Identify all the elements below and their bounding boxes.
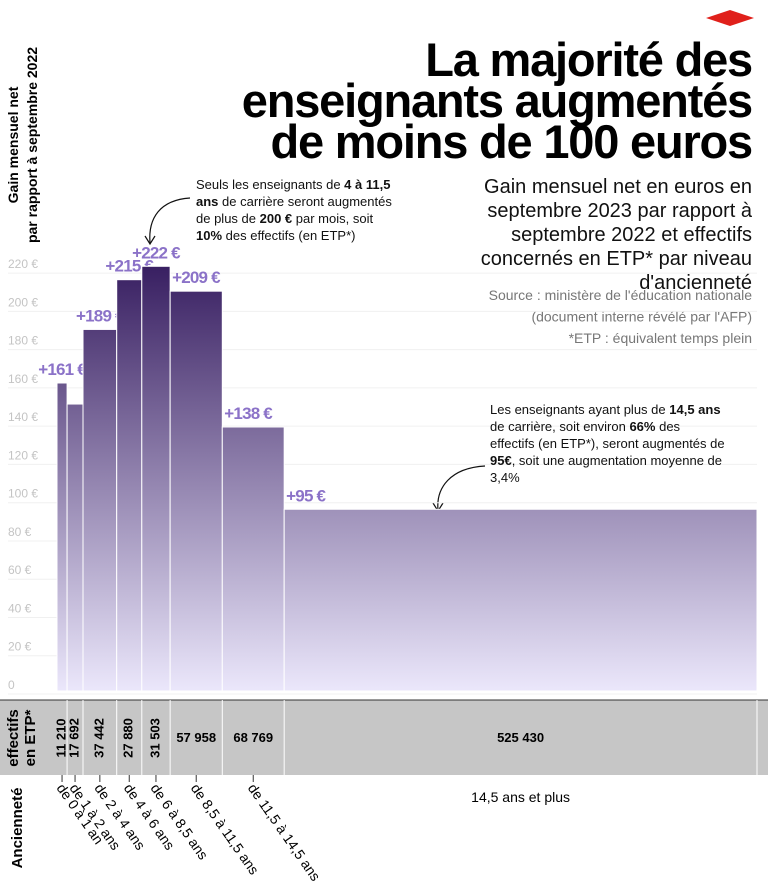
annotation-text: 14,5 ans [669, 402, 721, 417]
subtitle: septembre 2023 par rapport à [487, 200, 752, 222]
subtitle: Gain mensuel net en euros en [484, 176, 752, 198]
annotation-text: des effectifs (en ETP*) [222, 228, 356, 243]
width-label: 37 442 [91, 718, 106, 758]
value-label: +161 € [38, 360, 87, 379]
annotation-text: Seuls les enseignants de [196, 177, 345, 192]
bar [82, 328, 118, 692]
arrow [437, 465, 486, 511]
value-label: +222 € [132, 243, 181, 262]
annotation-text: 4 à 11,5 ans [196, 177, 391, 209]
bar [116, 279, 143, 692]
annotation-text: par mois, soit [292, 211, 374, 226]
y-tick-label: 100 € [8, 487, 38, 501]
bar [141, 265, 171, 692]
source: (document interne révélé par l'AFP) [531, 309, 752, 325]
annotation-text: 200 € [259, 211, 293, 226]
width-label: 11 210 [53, 718, 68, 757]
annotation: Seuls les enseignants de 4 à 11,5 ans de… [196, 176, 401, 244]
annotation-text: Les enseignants ayant plus de [490, 402, 670, 417]
subtitle: concernés en ETP* par niveau [481, 248, 752, 270]
width-axis-label: en ETP* [22, 709, 39, 766]
y-tick-label: 220 € [8, 257, 38, 271]
y-tick-label: 120 € [8, 448, 38, 462]
width-label: 57 958 [176, 730, 216, 745]
width-band [0, 700, 768, 775]
chart-title: enseignants augmentés [242, 74, 752, 127]
annotation-text: 10% [196, 228, 223, 243]
width-label: 27 880 [121, 718, 136, 758]
annotation-text: 66% [629, 419, 656, 434]
x-tick-label: 14,5 ans et plus [471, 789, 570, 805]
x-axis-label: Ancienneté [9, 788, 26, 869]
arrow [149, 197, 191, 244]
logo [706, 10, 754, 26]
source: *ETP : équivalent temps plein [569, 330, 752, 346]
annotation-text: de carrière, soit environ [490, 419, 630, 434]
subtitle: d'ancienneté [639, 272, 752, 294]
annotation-text: 95€ [490, 453, 512, 468]
width-axis-label: effectifs [5, 709, 22, 767]
width-label: 17 692 [66, 718, 81, 758]
y-axis-label: par rapport à septembre 2022 [24, 47, 40, 243]
bar [56, 382, 68, 692]
y-tick-label: 200 € [8, 295, 38, 309]
width-label: 525 430 [497, 730, 544, 745]
annotation-text: des effectifs (en ETP*), seront augmenté… [490, 419, 725, 451]
value-label: +138 € [224, 404, 273, 423]
value-label: +209 € [172, 268, 221, 287]
width-label: 31 503 [147, 718, 162, 758]
y-tick-label: 160 € [8, 372, 38, 386]
source: Source : ministère de l'éducation nation… [489, 287, 753, 303]
y-tick-label: 20 € [8, 640, 32, 654]
bar [283, 508, 758, 692]
value-label: +189 € [76, 306, 125, 325]
bar [66, 403, 84, 692]
bar [221, 426, 285, 692]
chart-title: La majorité des [425, 33, 752, 86]
y-tick-label: 0 [8, 678, 15, 692]
chart-title: de moins de 100 euros [270, 115, 752, 168]
annotation-text: de carrière seront augmentés de plus de [196, 194, 392, 226]
bar [169, 290, 223, 692]
annotation: Les enseignants ayant plus de 14,5 ans d… [490, 401, 725, 486]
y-tick-label: 60 € [8, 563, 32, 577]
annotation-text: , soit une augmentation moyenne de 3,4% [490, 453, 723, 485]
value-label: +95 € [286, 486, 326, 505]
y-tick-label: 180 € [8, 334, 38, 348]
y-tick-label: 80 € [8, 525, 32, 539]
subtitle: septembre 2022 et effectifs [511, 224, 752, 246]
arrow-head [144, 235, 156, 246]
width-label: 68 769 [233, 730, 273, 745]
y-tick-label: 40 € [8, 601, 32, 615]
y-tick-label: 140 € [8, 410, 38, 424]
y-axis-label: Gain mensuel net [5, 86, 21, 203]
